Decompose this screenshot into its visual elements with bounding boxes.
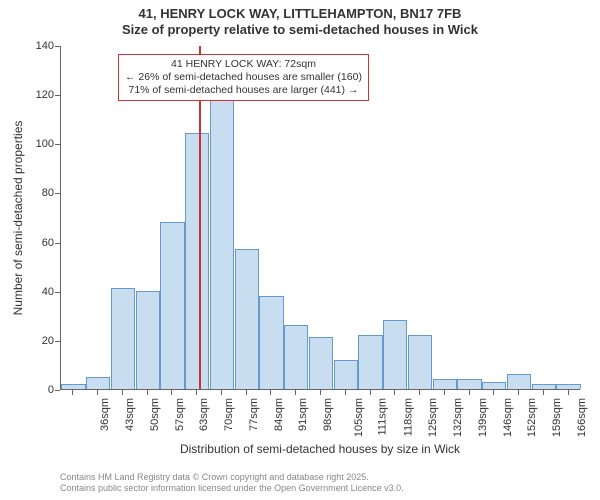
- annotation-line: 41 HENRY LOCK WAY: 72sqm: [125, 58, 362, 71]
- x-tick-mark: [370, 390, 371, 395]
- histogram-bar: [358, 335, 382, 389]
- histogram-bar: [556, 384, 580, 389]
- x-tick-label: 166sqm: [576, 398, 588, 437]
- histogram-bar: [383, 320, 407, 389]
- x-tick-label: 118sqm: [402, 398, 414, 436]
- x-tick-label: 84sqm: [273, 398, 285, 431]
- x-tick-label: 43sqm: [124, 398, 136, 431]
- chart-title-line1: 41, HENRY LOCK WAY, LITTLEHAMPTON, BN17 …: [0, 6, 600, 22]
- x-tick-mark: [543, 390, 544, 395]
- x-tick-label: 91sqm: [298, 398, 310, 431]
- histogram-bar: [86, 377, 110, 389]
- x-tick-mark: [97, 390, 98, 395]
- x-tick-label: 111sqm: [376, 398, 388, 436]
- x-tick-mark: [469, 390, 470, 395]
- y-tick-label: 80: [42, 187, 54, 199]
- y-tick-mark: [55, 390, 60, 391]
- footer-credit: Contains HM Land Registry data © Crown c…: [60, 472, 404, 495]
- histogram-bar: [185, 133, 209, 389]
- histogram-bar: [160, 222, 184, 389]
- x-tick-mark: [171, 390, 172, 395]
- annotation-line: 71% of semi-detached houses are larger (…: [125, 84, 362, 97]
- histogram-bar: [210, 99, 234, 389]
- x-tick-label: 50sqm: [149, 398, 161, 431]
- footer-line1: Contains HM Land Registry data © Crown c…: [60, 472, 404, 483]
- x-tick-mark: [221, 390, 222, 395]
- x-axis-label: Distribution of semi-detached houses by …: [60, 442, 580, 456]
- histogram-bar: [235, 249, 259, 389]
- histogram-bar: [334, 360, 358, 389]
- y-tick-label: 60: [42, 237, 54, 249]
- x-tick-mark: [493, 390, 494, 395]
- annotation-line: ← 26% of semi-detached houses are smalle…: [125, 71, 362, 84]
- x-tick-label: 132sqm: [452, 398, 464, 437]
- x-tick-mark: [72, 390, 73, 395]
- histogram-bar: [457, 379, 481, 389]
- y-tick-label: 0: [48, 384, 54, 396]
- y-tick-label: 40: [42, 286, 54, 298]
- x-tick-label: 139sqm: [477, 398, 489, 437]
- x-tick-mark: [419, 390, 420, 395]
- x-tick-label: 36sqm: [99, 398, 111, 431]
- histogram-bar: [507, 374, 531, 389]
- y-tick-label: 140: [36, 40, 54, 52]
- histogram-bar: [433, 379, 457, 389]
- y-tick-mark: [55, 341, 60, 342]
- x-tick-label: 70sqm: [223, 398, 235, 431]
- x-tick-label: 125sqm: [427, 398, 439, 437]
- histogram-bar: [259, 296, 283, 389]
- x-tick-label: 105sqm: [353, 398, 365, 437]
- x-tick-mark: [122, 390, 123, 395]
- x-tick-label: 77sqm: [248, 398, 260, 431]
- histogram-bar: [309, 337, 333, 389]
- x-tick-label: 63sqm: [198, 398, 210, 431]
- x-tick-mark: [444, 390, 445, 395]
- chart-container: 41, HENRY LOCK WAY, LITTLEHAMPTON, BN17 …: [0, 0, 600, 500]
- x-tick-label: 159sqm: [551, 398, 563, 437]
- x-tick-mark: [518, 390, 519, 395]
- histogram-bar: [136, 291, 160, 389]
- x-tick-mark: [320, 390, 321, 395]
- y-tick-mark: [55, 46, 60, 47]
- y-tick-mark: [55, 243, 60, 244]
- histogram-bar: [532, 384, 556, 389]
- x-tick-mark: [246, 390, 247, 395]
- histogram-bar: [482, 382, 506, 389]
- x-tick-label: 98sqm: [322, 398, 334, 431]
- y-axis-label: Number of semi-detached properties: [11, 121, 25, 316]
- x-tick-mark: [568, 390, 569, 395]
- annotation-box: 41 HENRY LOCK WAY: 72sqm← 26% of semi-de…: [118, 54, 369, 101]
- y-tick-mark: [55, 193, 60, 194]
- y-tick-mark: [55, 292, 60, 293]
- x-tick-mark: [270, 390, 271, 395]
- x-tick-label: 146sqm: [502, 398, 514, 437]
- x-tick-label: 57sqm: [174, 398, 186, 431]
- y-tick-label: 20: [42, 335, 54, 347]
- y-tick-label: 100: [36, 138, 54, 150]
- footer-line2: Contains public sector information licen…: [60, 483, 404, 494]
- x-tick-mark: [295, 390, 296, 395]
- y-tick-mark: [55, 95, 60, 96]
- x-tick-mark: [196, 390, 197, 395]
- histogram-bar: [111, 288, 135, 389]
- histogram-bar: [284, 325, 308, 389]
- histogram-bar: [408, 335, 432, 389]
- x-tick-mark: [394, 390, 395, 395]
- x-tick-label: 152sqm: [526, 398, 538, 437]
- y-tick-label: 120: [36, 89, 54, 101]
- chart-title-block: 41, HENRY LOCK WAY, LITTLEHAMPTON, BN17 …: [0, 0, 600, 39]
- x-tick-mark: [345, 390, 346, 395]
- chart-title-line2: Size of property relative to semi-detach…: [0, 22, 600, 38]
- histogram-bar: [61, 384, 85, 389]
- y-tick-mark: [55, 144, 60, 145]
- x-tick-mark: [147, 390, 148, 395]
